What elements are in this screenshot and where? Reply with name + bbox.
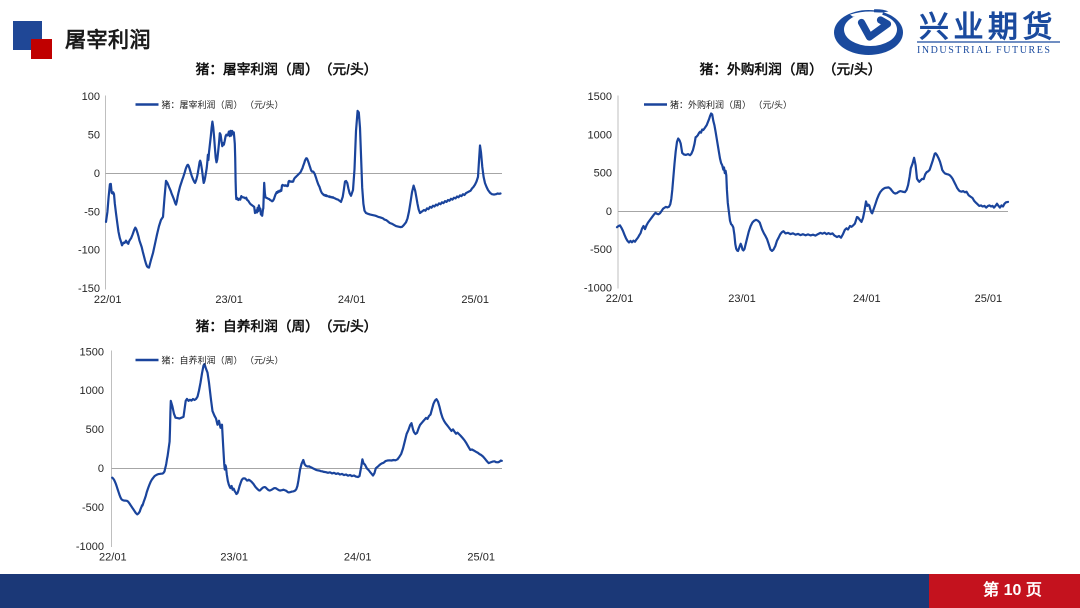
svg-text:猪：自养利润（周） （元/头）: 猪：自养利润（周） （元/头） bbox=[162, 354, 284, 365]
svg-text:100: 100 bbox=[82, 91, 100, 103]
svg-text:猪：外购利润（周） （元/头）: 猪：外购利润（周） （元/头） bbox=[670, 99, 792, 110]
svg-text:猪：屠宰利润（周） （元/头）: 猪：屠宰利润（周） （元/头） bbox=[196, 61, 378, 77]
svg-text:25/01: 25/01 bbox=[461, 294, 489, 306]
svg-text:500: 500 bbox=[594, 168, 612, 180]
svg-text:-100: -100 bbox=[78, 245, 100, 257]
svg-text:-500: -500 bbox=[590, 244, 612, 256]
svg-text:猪：屠宰利润（周） （元/头）: 猪：屠宰利润（周） （元/头） bbox=[162, 99, 284, 110]
svg-text:24/01: 24/01 bbox=[344, 552, 372, 564]
svg-text:23/01: 23/01 bbox=[215, 294, 243, 306]
svg-text:-50: -50 bbox=[84, 206, 100, 218]
svg-text:22/01: 22/01 bbox=[99, 552, 127, 564]
svg-text:1500: 1500 bbox=[588, 91, 612, 103]
svg-text:-1000: -1000 bbox=[76, 541, 104, 553]
svg-text:25/01: 25/01 bbox=[975, 293, 1003, 305]
svg-text:1000: 1000 bbox=[588, 129, 612, 141]
svg-text:25/01: 25/01 bbox=[467, 552, 495, 564]
svg-text:24/01: 24/01 bbox=[853, 293, 881, 305]
svg-text:猪：自养利润（周） （元/头）: 猪：自养利润（周） （元/头） bbox=[196, 318, 378, 334]
svg-text:23/01: 23/01 bbox=[728, 293, 756, 305]
svg-text:23/01: 23/01 bbox=[220, 552, 248, 564]
svg-text:-500: -500 bbox=[82, 502, 104, 514]
svg-text:猪：外购利润（周） （元/头）: 猪：外购利润（周） （元/头） bbox=[700, 61, 882, 77]
svg-text:1000: 1000 bbox=[80, 385, 104, 397]
svg-text:0: 0 bbox=[94, 168, 100, 180]
svg-text:24/01: 24/01 bbox=[338, 294, 366, 306]
svg-text:INDUSTRIAL FUTURES: INDUSTRIAL FUTURES bbox=[917, 45, 1051, 56]
svg-text:50: 50 bbox=[88, 130, 100, 142]
svg-text:0: 0 bbox=[98, 463, 104, 475]
svg-text:22/01: 22/01 bbox=[606, 293, 634, 305]
svg-text:22/01: 22/01 bbox=[94, 294, 122, 306]
svg-text:1500: 1500 bbox=[80, 346, 104, 358]
svg-text:500: 500 bbox=[86, 424, 104, 436]
svg-text:0: 0 bbox=[606, 206, 612, 218]
svg-text:-150: -150 bbox=[78, 283, 100, 295]
svg-text:兴业期货: 兴业期货 bbox=[919, 10, 1057, 44]
svg-text:-1000: -1000 bbox=[584, 282, 612, 294]
